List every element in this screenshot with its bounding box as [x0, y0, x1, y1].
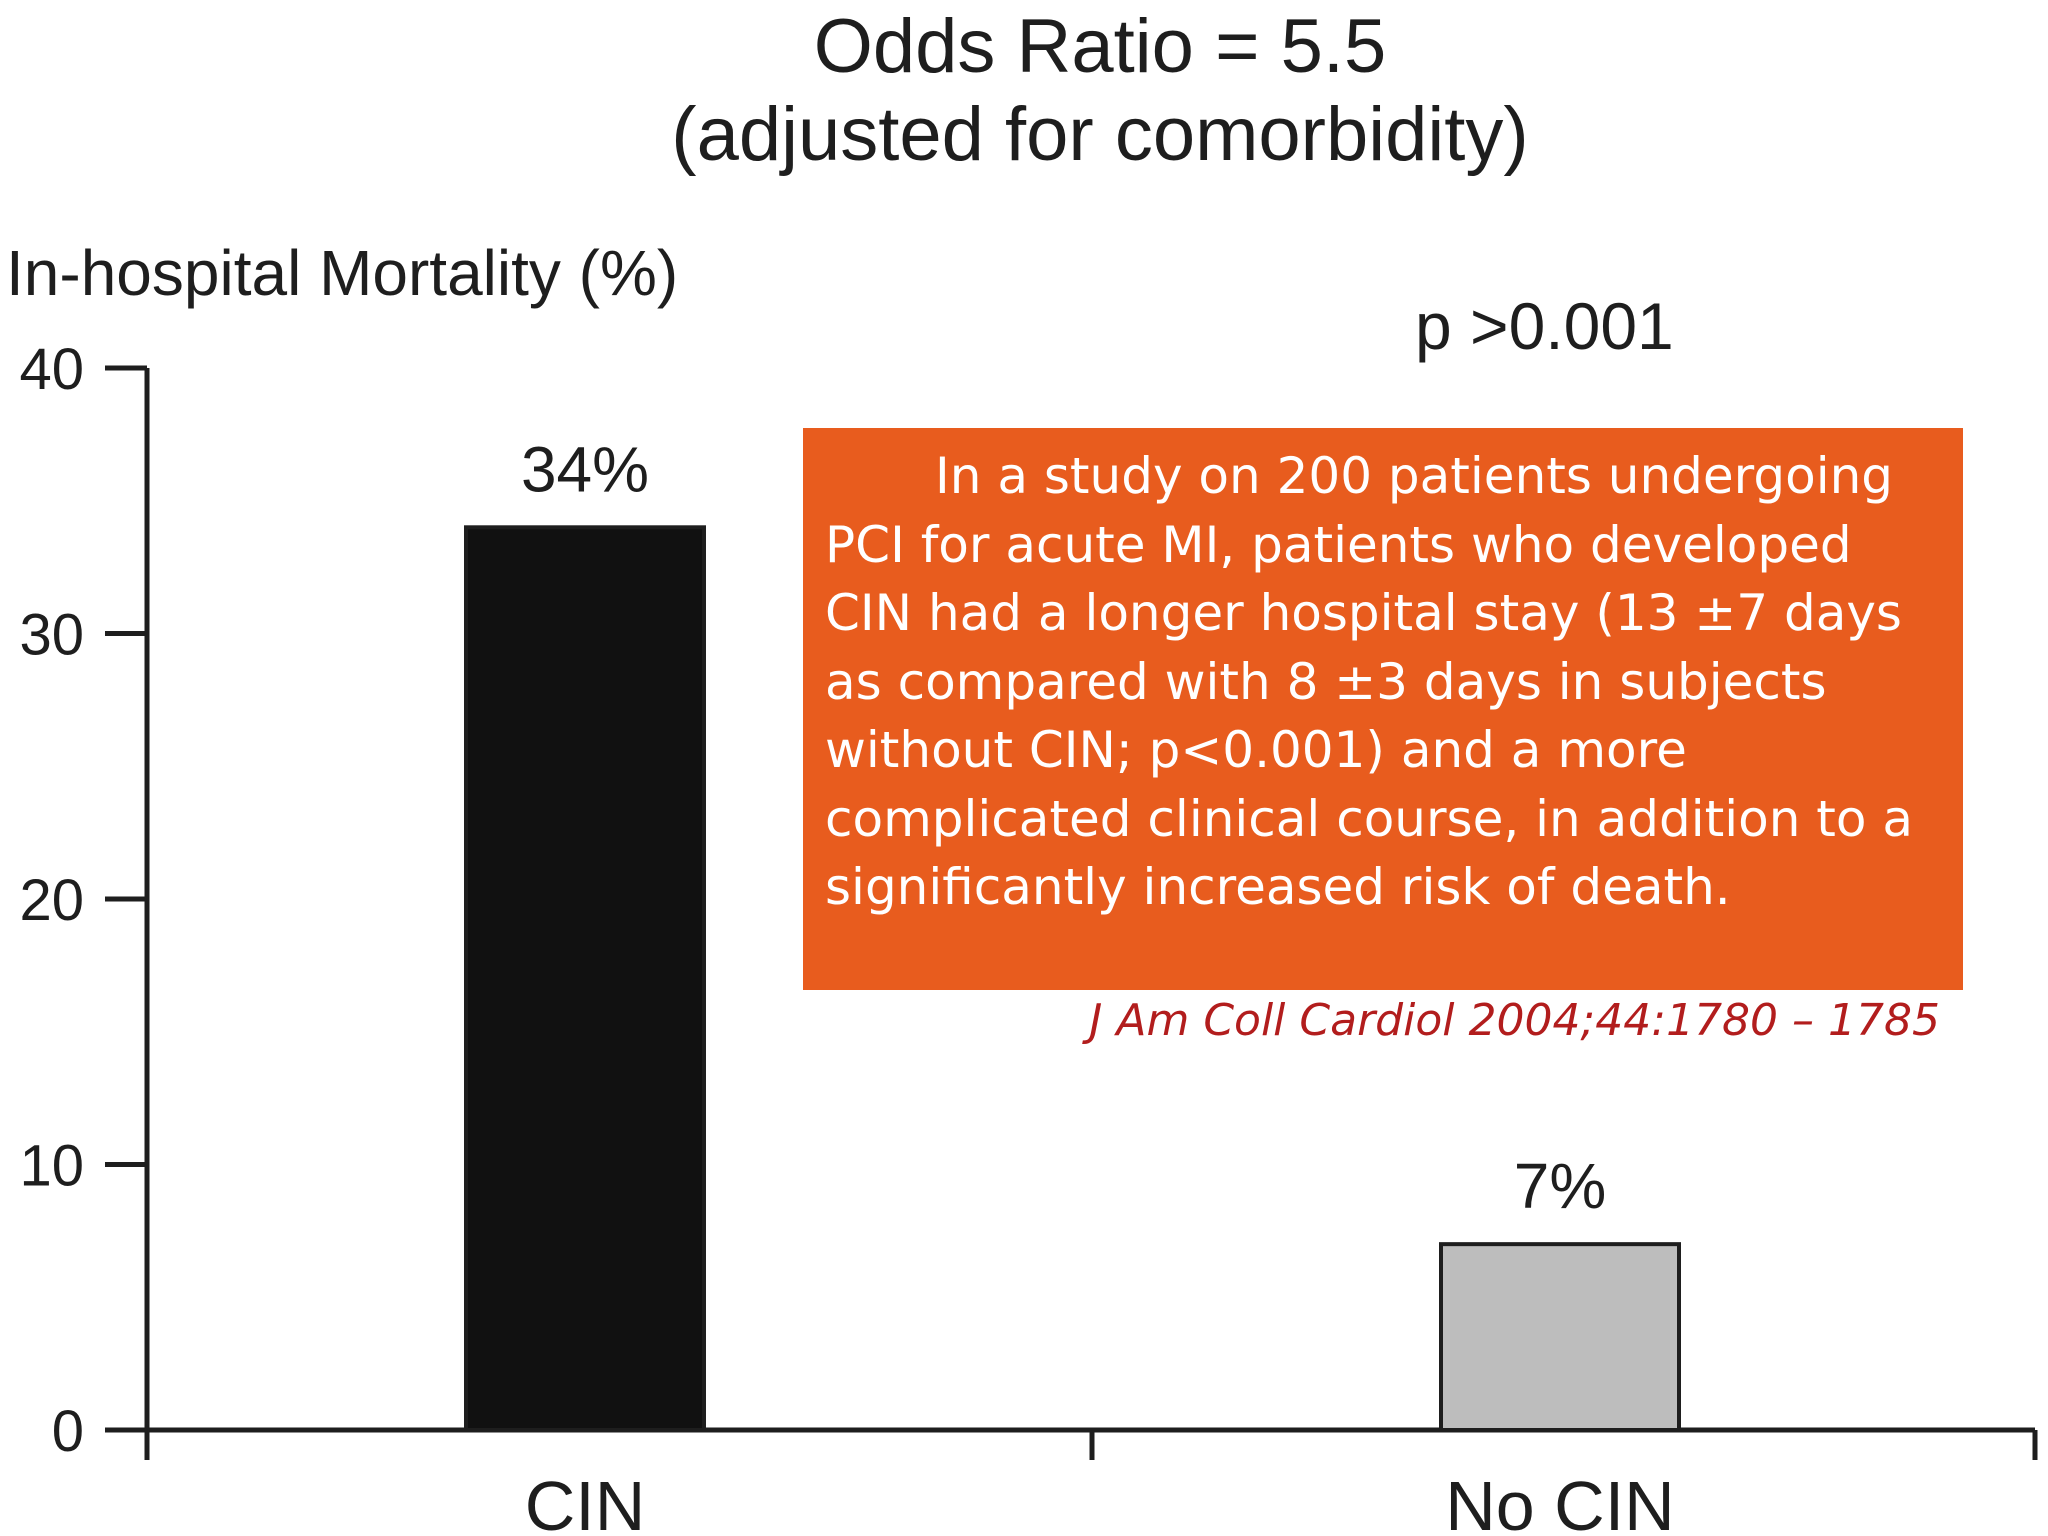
bar-cin — [464, 525, 706, 1432]
y-tick-label-40: 40 — [19, 337, 84, 402]
chart-title: Odds Ratio = 5.5 — [813, 4, 1387, 89]
y-axis-label: In-hospital Mortality (%) — [6, 237, 679, 309]
study-callout-text: In a study on 200 patients undergoing PC… — [825, 447, 1914, 916]
bar-value-label-no-cin: 7% — [1514, 1150, 1607, 1222]
y-tick-label-20: 20 — [19, 868, 84, 933]
p-value-annotation: p >0.001 — [1415, 289, 1674, 363]
x-category-label-no-cin: No CIN — [1445, 1467, 1674, 1536]
bar-no-cin — [1439, 1242, 1681, 1433]
journal-citation: J Am Coll Cardiol 2004;44:1780 – 1785 — [1089, 995, 1940, 1046]
y-tick-label-30: 30 — [19, 603, 84, 668]
chart-subtitle: (adjusted for comorbidity) — [671, 92, 1529, 177]
y-tick-label-10: 10 — [19, 1134, 84, 1199]
bar-value-label-cin: 34% — [521, 433, 649, 505]
x-category-label-cin: CIN — [525, 1467, 646, 1536]
study-callout-box: In a study on 200 patients undergoing PC… — [803, 428, 1963, 990]
y-tick-label-0: 0 — [52, 1399, 84, 1464]
